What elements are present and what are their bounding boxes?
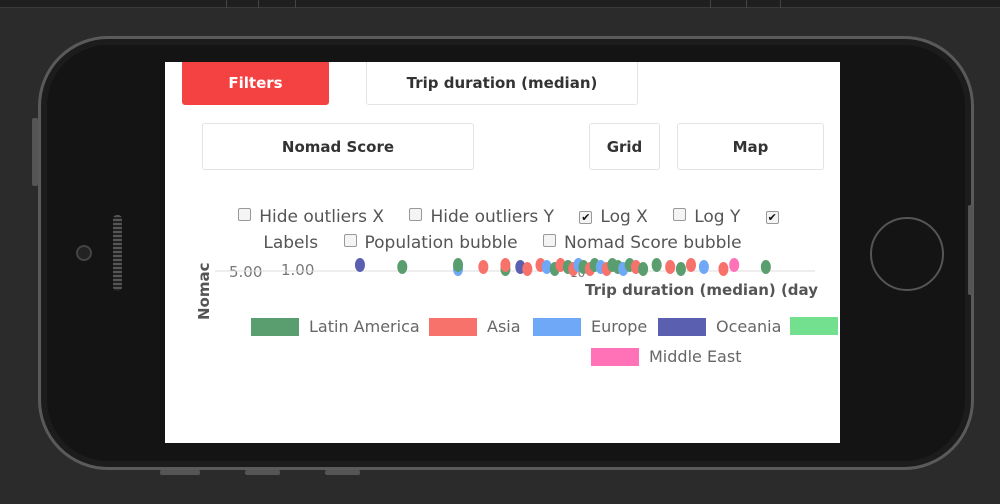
data-point <box>555 258 566 272</box>
option-label: Nomad Score bubble <box>563 233 742 253</box>
legend-swatch <box>429 317 477 336</box>
legend-label: Europe <box>591 317 648 336</box>
speaker <box>113 215 122 291</box>
log-y-checkbox[interactable] <box>673 208 687 221</box>
legend-swatch <box>591 347 639 366</box>
side-button <box>245 470 280 475</box>
option-label: Population bubble <box>364 233 518 253</box>
data-point <box>354 258 365 272</box>
option-label: Hide outliers X <box>259 207 385 227</box>
data-point <box>665 260 676 274</box>
legend-swatch <box>658 317 706 336</box>
nomad-score-button[interactable]: Nomad Score <box>202 123 474 170</box>
nomad-score-bubble-checkbox[interactable] <box>542 234 556 247</box>
y-tick: 5.00 <box>229 263 263 281</box>
camera <box>76 245 92 261</box>
legend-item[interactable]: Oceania <box>658 317 781 336</box>
data-point <box>500 258 511 272</box>
top-bar <box>0 0 1000 8</box>
data-point <box>638 262 649 276</box>
data-point <box>522 262 533 276</box>
data-point <box>651 258 662 272</box>
option-label: Labels <box>263 233 319 253</box>
screen: Filters Trip duration (median) Nomad Sco… <box>165 62 840 443</box>
data-point <box>718 262 729 276</box>
legend-item[interactable]: Asia <box>429 317 521 336</box>
data-point <box>698 260 709 274</box>
data-point <box>478 260 489 274</box>
data-point <box>686 258 697 272</box>
side-button <box>325 470 360 475</box>
legend-swatch <box>251 317 299 336</box>
power-button <box>968 205 973 295</box>
x-axis-label: Trip duration (median) (day <box>585 281 818 299</box>
legend-label: Latin America <box>309 317 420 336</box>
data-point <box>453 258 464 272</box>
hide-outliers-x-checkbox[interactable] <box>238 208 252 221</box>
filters-button[interactable]: Filters <box>182 62 329 105</box>
legend-item[interactable]: Middle East <box>591 347 741 366</box>
legend-item[interactable]: Latin America <box>251 317 420 336</box>
trip-duration-button[interactable]: Trip duration (median) <box>366 62 638 105</box>
hide-outliers-y-checkbox[interactable] <box>409 208 423 221</box>
legend-item[interactable] <box>790 317 840 335</box>
home-button[interactable] <box>870 217 944 291</box>
data-point <box>675 262 686 276</box>
chart-options: Hide outliers X Hide outliers Y ✔ Log X L… <box>165 204 840 256</box>
data-point <box>729 258 740 272</box>
data-point <box>397 260 408 274</box>
grid-button[interactable]: Grid <box>589 123 660 170</box>
legend-label: Middle East <box>649 347 742 366</box>
data-point <box>541 260 552 274</box>
side-button <box>160 470 200 475</box>
legend-label: Asia <box>487 317 521 336</box>
legend-swatch <box>790 317 838 335</box>
legend-item[interactable]: Europe <box>533 317 647 336</box>
legend-label: Oceania <box>716 317 782 336</box>
scatter-plot <box>215 258 815 276</box>
data-point <box>760 260 771 274</box>
map-button[interactable]: Map <box>677 123 824 170</box>
y-tick: 1.00 <box>281 261 315 279</box>
log-x-checkbox[interactable]: ✔ <box>579 211 593 224</box>
population-bubble-checkbox[interactable] <box>343 234 357 247</box>
option-label: Hide outliers Y <box>430 207 554 227</box>
legend-swatch <box>533 317 581 336</box>
option-label: Log Y <box>694 207 741 227</box>
labels-checkbox[interactable]: ✔ <box>765 211 779 224</box>
option-label: Log X <box>600 207 648 227</box>
volume-button <box>32 118 38 186</box>
